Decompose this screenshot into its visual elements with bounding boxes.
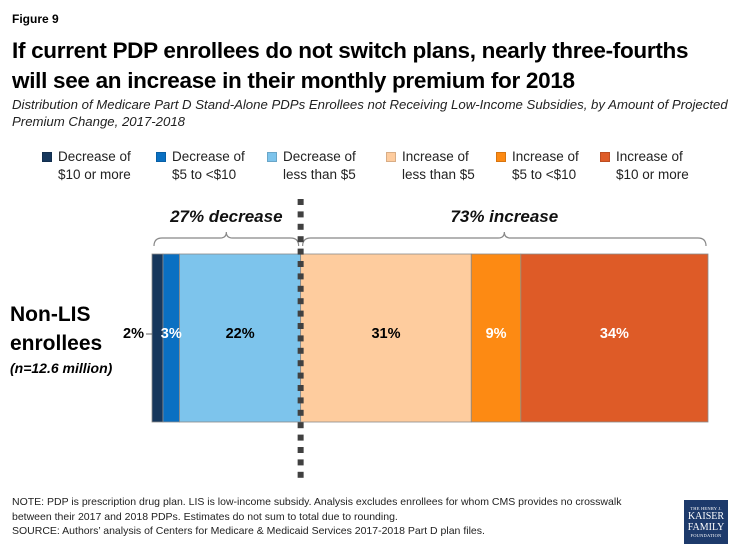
category-name-line1: Non-LIS: [10, 303, 91, 326]
chart-title: If current PDP enrollees do not switch p…: [12, 38, 689, 93]
legend-item-increase-10-or-more: Increase of $10 or more: [600, 148, 689, 184]
bar-segment-4: [470, 253, 522, 423]
divider-dot: [297, 335, 304, 342]
legend-item-decrease-5-to-10: Decrease of $5 to <$10: [156, 148, 245, 184]
divider-dot: [297, 434, 304, 441]
divider-line: [297, 199, 304, 478]
kff-logo: THE HENRY J. KAISER FAMILY FOUNDATION: [684, 500, 728, 544]
divider-dot: [297, 409, 304, 416]
legend-label: Increase of: [616, 149, 683, 164]
divider-dot: [297, 298, 304, 305]
legend-item-decrease-less-than-5: Decrease of less than $5: [267, 148, 356, 184]
divider-dot: [297, 459, 304, 466]
divider-dot: [297, 372, 304, 379]
data-label-4: 9%: [486, 326, 507, 342]
legend-item-increase-less-than-5: Increase of less than $5: [386, 148, 475, 184]
brace-0: [153, 231, 300, 247]
legend: Decrease of $10 or more Decrease of $5 to …: [0, 148, 735, 188]
legend-label: $5 to <$10: [172, 167, 237, 182]
note-line-2: between their 2017 and 2018 PDPs. Estima…: [12, 510, 398, 523]
note-line-1: NOTE: PDP is prescription drug plan. LIS…: [12, 496, 622, 508]
legend-label: Decrease of: [283, 149, 356, 164]
legend-swatch: [267, 152, 277, 162]
divider-dot: [297, 223, 304, 230]
divider-dot: [297, 211, 304, 218]
bar-segment-3: [300, 253, 472, 423]
category-sample-size: (n=12.6 million): [10, 360, 113, 376]
legend-label: Increase of: [402, 149, 469, 164]
logo-line-1: THE HENRY J.: [690, 506, 722, 511]
divider-dot: [297, 199, 304, 205]
legend-label: Decrease of: [58, 149, 131, 164]
annotation-label-1: 73% increase: [450, 207, 558, 226]
legend-swatch: [156, 152, 166, 162]
legend-swatch: [386, 152, 396, 162]
data-label-3: 31%: [371, 326, 400, 342]
data-label-1: 3%: [161, 326, 182, 342]
logo-line-3: FAMILY: [687, 522, 725, 533]
divider-dot: [297, 447, 304, 453]
legend-swatch: [496, 152, 506, 162]
legend-swatch: [42, 152, 52, 162]
bar-segment-2: [179, 253, 302, 423]
source-line: SOURCE: Authors’ analysis of Centers for…: [12, 525, 485, 537]
divider-dot: [297, 323, 304, 329]
divider-dot: [297, 422, 304, 429]
legend-label: Increase of: [512, 149, 579, 164]
divider-dot: [297, 360, 304, 367]
data-label-0: 2%: [123, 326, 144, 342]
divider-dot: [297, 261, 304, 267]
legend-swatch: [600, 152, 610, 162]
logo-line-4: FOUNDATION: [690, 533, 722, 538]
legend-label: less than $5: [402, 167, 475, 182]
data-label-2: 22%: [226, 326, 255, 342]
annotation-label-0: 27% decrease: [169, 207, 282, 226]
legend-label: $10 or more: [616, 167, 689, 182]
chart-subtitle: Distribution of Medicare Part D Stand-Al…: [12, 97, 728, 129]
divider-dot: [297, 248, 304, 255]
legend-label: $5 to <$10: [512, 167, 577, 182]
figure-label: Figure 9: [12, 12, 59, 26]
legend-item-decrease-10-or-more: Decrease of $10 or more: [42, 148, 131, 184]
divider-dot: [297, 236, 304, 243]
divider-dot: [297, 385, 304, 391]
category-name-line2: enrollees: [10, 332, 103, 355]
data-label-5: 34%: [600, 326, 629, 342]
category-label: Non-LIS enrollees (n=12.6 million): [10, 300, 150, 378]
divider-dot: [297, 285, 304, 292]
divider-dot: [297, 347, 304, 354]
divider-dot: [297, 397, 304, 404]
legend-item-increase-5-to-10: Increase of $5 to <$10: [496, 148, 579, 184]
divider-dot: [297, 310, 304, 317]
brace-group: 27% decrease 73% increase: [153, 207, 707, 247]
divider-dot: [297, 471, 304, 478]
notes: NOTE: PDP is prescription drug plan. LIS…: [12, 495, 662, 539]
legend-label: $10 or more: [58, 167, 131, 182]
legend-label: less than $5: [283, 167, 356, 182]
brace-1: [302, 231, 707, 247]
data-label-group: 2% 3% 22% 31% 9% 34%: [123, 326, 629, 342]
legend-label: Decrease of: [172, 149, 245, 164]
bar-segment-5: [520, 253, 709, 423]
bar-group: [151, 253, 709, 423]
logo-line-2: KAISER: [687, 511, 725, 522]
divider-dot: [297, 273, 304, 280]
